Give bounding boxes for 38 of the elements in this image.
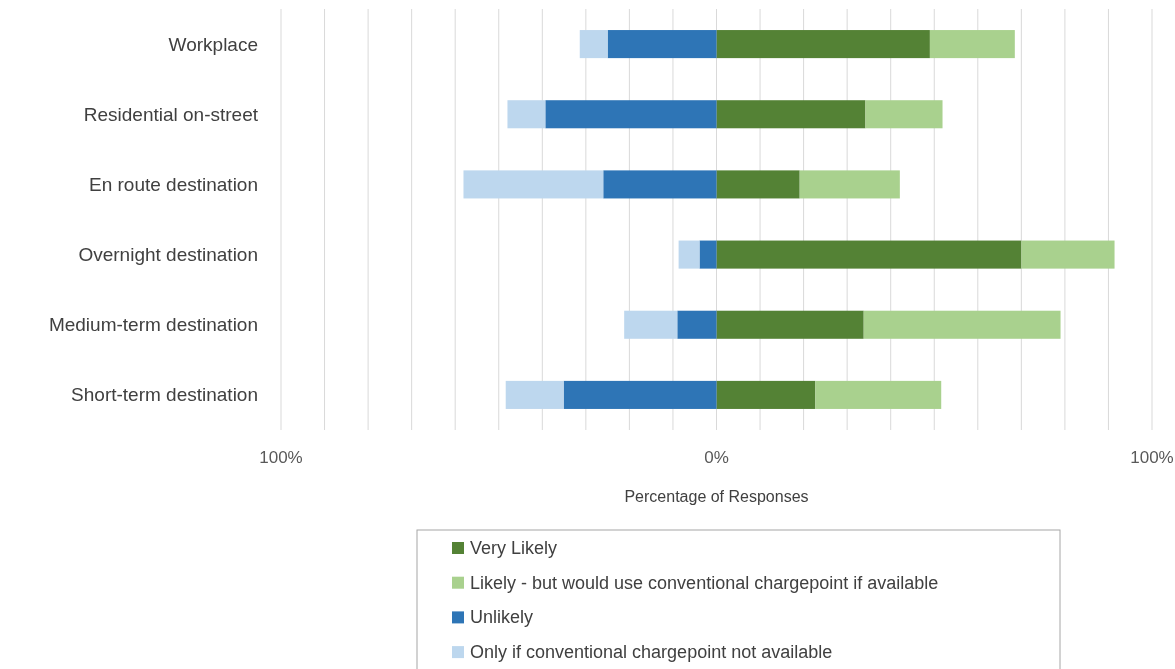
x-tick-label: 100% <box>259 447 303 467</box>
bar <box>463 170 604 199</box>
bar <box>716 310 864 339</box>
bar <box>716 240 1022 269</box>
bar <box>677 310 717 339</box>
y-tick-label: Medium-term destination <box>48 314 258 336</box>
x-tick-label: 100% <box>1130 447 1174 467</box>
bar <box>815 380 942 409</box>
x-axis-title: Percentage of Responses <box>624 487 809 505</box>
bar <box>863 310 1061 339</box>
bar <box>607 30 717 59</box>
bar <box>505 380 564 409</box>
bar <box>624 310 678 339</box>
bar <box>545 100 717 129</box>
bar <box>1021 240 1115 269</box>
bar <box>716 380 816 409</box>
bar <box>507 100 546 129</box>
bar <box>929 30 1015 59</box>
bar <box>579 30 608 59</box>
y-tick-label: En route destination <box>88 173 258 195</box>
bar <box>865 100 943 129</box>
bar <box>716 30 930 59</box>
x-tick-label: 0% <box>704 447 729 467</box>
bar <box>678 240 700 269</box>
bar <box>716 100 866 129</box>
legend-label: Unlikely <box>470 607 534 628</box>
bar <box>699 240 717 269</box>
y-tick-label: Residential on-street <box>83 103 259 125</box>
bar <box>563 380 717 409</box>
legend-label: Likely - but would use conventional chargepoint if available <box>470 572 939 593</box>
legend-label: Only if conventional chargepoint not available <box>470 642 833 663</box>
bar <box>799 170 900 199</box>
bar <box>716 170 800 199</box>
y-tick-label: Short-term destination <box>71 384 258 406</box>
legend-label: Very Likely <box>470 538 558 558</box>
y-tick-label: Overnight destination <box>78 244 258 266</box>
y-tick-label: Workplace <box>168 33 258 55</box>
bar <box>603 170 717 199</box>
